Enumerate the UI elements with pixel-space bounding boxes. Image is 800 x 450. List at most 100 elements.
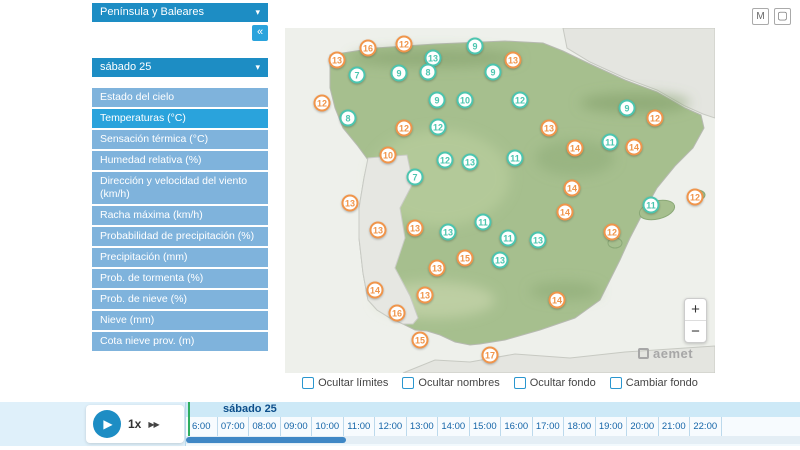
- map-canvas[interactable]: 13 16 7 12 9 13 8 9 9 13 12 8 12 12 10 9 12 13 14 11 14 9 12 10…: [285, 28, 715, 373]
- temp-marker: 13: [439, 223, 457, 241]
- temp-marker: 13: [428, 259, 446, 277]
- zoom-control: + −: [684, 298, 707, 343]
- temp-marker: 12: [313, 94, 331, 112]
- timeline-hour[interactable]: 19:00: [596, 417, 627, 436]
- sidebar-item[interactable]: Dirección y velocidad del viento (km/h): [92, 172, 268, 204]
- map-option[interactable]: Cambiar fondo: [609, 377, 698, 389]
- measure-tool-icon[interactable]: M: [752, 8, 769, 25]
- timeline-strip: ▶ 1x ▶▶ sábado 25 6:00 07:00 08:00 09:00 10:…: [0, 402, 800, 446]
- zoom-out-button[interactable]: −: [691, 323, 700, 340]
- checkbox-icon[interactable]: [402, 377, 415, 389]
- temp-marker: 13: [369, 221, 387, 239]
- timeline-hour[interactable]: 14:00: [438, 417, 470, 436]
- temp-marker: 11: [499, 229, 517, 247]
- temp-marker: 14: [548, 291, 566, 309]
- temp-marker: 12: [603, 223, 621, 241]
- playback-speed[interactable]: 1x: [128, 417, 142, 431]
- timeline-hour[interactable]: 20:00: [627, 417, 659, 436]
- sidebar-item[interactable]: Sensación térmica (°C): [92, 130, 268, 149]
- map-option-label: Cambiar fondo: [625, 377, 698, 389]
- map-option-label: Ocultar nombres: [418, 377, 500, 389]
- temp-marker: 12: [395, 35, 413, 53]
- checkbox-icon[interactable]: [302, 377, 315, 389]
- temp-marker: 13: [491, 251, 509, 269]
- temp-marker: 9: [618, 99, 636, 117]
- temp-marker: 13: [504, 51, 522, 69]
- temp-marker: 11: [474, 213, 492, 231]
- sidebar-item[interactable]: Humedad relativa (%): [92, 151, 268, 170]
- map-options-bar: Ocultar límites Ocultar nombres Ocultar fo…: [285, 377, 715, 389]
- sidebar-item[interactable]: Prob. de tormenta (%): [92, 269, 268, 288]
- spain-map: [285, 28, 715, 373]
- checkbox-icon[interactable]: [609, 377, 622, 389]
- timeline-hour[interactable]: 16:00: [501, 417, 533, 436]
- temp-marker: 8: [339, 109, 357, 127]
- temp-marker: 9: [484, 63, 502, 81]
- sidebar-item[interactable]: Prob. de nieve (%): [92, 290, 268, 309]
- temp-marker: 10: [456, 91, 474, 109]
- timeline-hour[interactable]: 09:00: [281, 417, 312, 436]
- timeline-hour[interactable]: 15:00: [470, 417, 501, 436]
- temp-marker: 16: [388, 304, 406, 322]
- timeline-panel[interactable]: sábado 25 6:00 07:00 08:00 09:00 10:00 11:00 1…: [185, 402, 800, 446]
- temp-marker: 12: [436, 151, 454, 169]
- collapse-sidebar-button[interactable]: «: [252, 25, 268, 41]
- checkbox-icon[interactable]: [513, 377, 526, 389]
- sidebar-item[interactable]: Cota nieve prov. (m): [92, 332, 268, 351]
- map-option[interactable]: Ocultar fondo: [513, 377, 596, 389]
- map-option-label: Ocultar fondo: [529, 377, 596, 389]
- temp-marker: 12: [395, 119, 413, 137]
- timeline-hour[interactable]: 22:00: [690, 417, 722, 436]
- chevron-down-icon: ▾: [255, 62, 260, 72]
- play-button[interactable]: ▶: [93, 410, 121, 438]
- timeline-hour[interactable]: 18:00: [564, 417, 596, 436]
- sidebar-item[interactable]: Estado del cielo: [92, 88, 268, 107]
- fullscreen-icon[interactable]: ▢: [774, 8, 791, 25]
- temp-marker: 14: [566, 139, 584, 157]
- timeline-hour[interactable]: 10:00: [312, 417, 344, 436]
- playhead-marker[interactable]: [188, 402, 190, 436]
- timeline-hour[interactable]: 07:00: [218, 417, 249, 436]
- timeline-hour[interactable]: 11:00: [344, 417, 375, 436]
- timeline-hour[interactable]: 17:00: [533, 417, 564, 436]
- fast-forward-icon[interactable]: ▶▶: [148, 419, 159, 429]
- temp-marker: 11: [506, 149, 524, 167]
- map-option[interactable]: Ocultar límites: [302, 377, 388, 389]
- timeline-scrollbar[interactable]: [186, 436, 800, 444]
- zoom-in-button[interactable]: +: [685, 299, 706, 321]
- map-option[interactable]: Ocultar nombres: [402, 377, 500, 389]
- temp-marker: 8: [419, 63, 437, 81]
- timeline-hour[interactable]: 08:00: [249, 417, 281, 436]
- sidebar-item[interactable]: Nieve (mm): [92, 311, 268, 330]
- temp-marker: 13: [416, 286, 434, 304]
- temp-marker: 14: [556, 203, 574, 221]
- region-selector[interactable]: Península y Baleares ▾: [92, 3, 268, 22]
- sidebar-item[interactable]: Probabilidad de precipitación (%): [92, 227, 268, 246]
- sidebar-item[interactable]: Precipitación (mm): [92, 248, 268, 267]
- timeline-day-label: sábado 25: [186, 402, 800, 417]
- temp-marker: 12: [511, 91, 529, 109]
- sidebar-item[interactable]: Racha máxima (km/h): [92, 206, 268, 225]
- temp-marker: 14: [366, 281, 384, 299]
- aemet-logo-icon: [638, 348, 649, 359]
- temp-marker: 7: [406, 168, 424, 186]
- temp-marker: 13: [461, 153, 479, 171]
- timeline-hour[interactable]: 6:00: [186, 417, 218, 436]
- timeline-hour[interactable]: 13:00: [407, 417, 438, 436]
- timeline-hour[interactable]: 12:00: [375, 417, 407, 436]
- temp-marker: 13: [341, 194, 359, 212]
- temp-marker: 12: [686, 188, 704, 206]
- timeline-hour[interactable]: 21:00: [659, 417, 690, 436]
- temp-marker: 12: [646, 109, 664, 127]
- temp-marker: 14: [625, 138, 643, 156]
- date-selector[interactable]: sábado 25 ▾: [92, 58, 268, 77]
- variable-menu: Estado del cielo Temperaturas (°C) Sensaci…: [92, 88, 268, 351]
- temp-marker: 12: [429, 118, 447, 136]
- player-controls: ▶ 1x ▶▶: [86, 405, 184, 443]
- temp-marker: 15: [456, 249, 474, 267]
- scrollbar-thumb[interactable]: [186, 437, 346, 443]
- sidebar-item[interactable]: Temperaturas (°C): [92, 109, 268, 128]
- temp-marker: 13: [529, 231, 547, 249]
- temp-marker: 13: [540, 119, 558, 137]
